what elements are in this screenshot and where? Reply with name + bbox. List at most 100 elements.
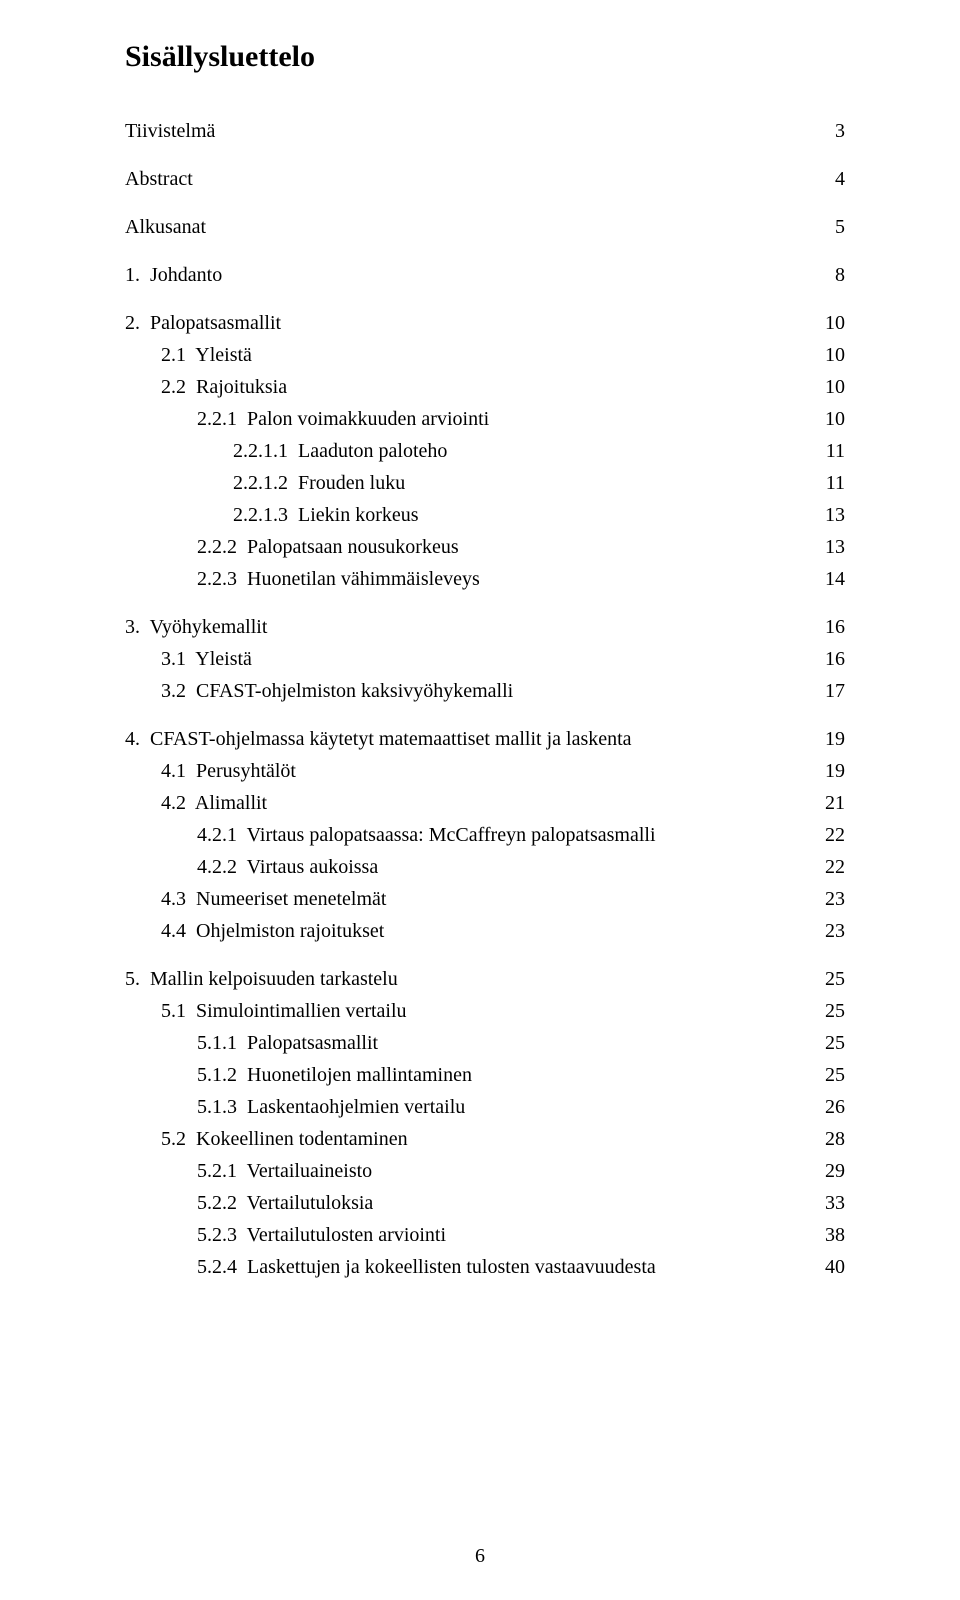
toc-entry: 4.2.1 Virtaus palopatsaassa: McCaffreyn … <box>125 820 845 850</box>
toc-entry: 2.2.2 Palopatsaan nousukorkeus 13 <box>125 532 845 562</box>
toc-entry: 5.2.1 Vertailuaineisto 29 <box>125 1156 845 1186</box>
toc-entry-page: 19 <box>813 724 845 754</box>
toc-entry: Alkusanat 5 <box>125 212 845 242</box>
toc-entry: 2.2.1.2 Frouden luku 11 <box>125 468 845 498</box>
toc-entry-label: 4.4 Ohjelmiston rajoitukset <box>161 916 384 946</box>
toc-entry: 2.1 Yleistä 10 <box>125 340 845 370</box>
toc-entry: 2.2.3 Huonetilan vähimmäisleveys 14 <box>125 564 845 594</box>
toc-entry-label: 2.2.1.3 Liekin korkeus <box>233 500 419 530</box>
toc-entry-page: 10 <box>813 372 845 402</box>
toc-entry-page: 14 <box>813 564 845 594</box>
toc-entry: 4. CFAST-ohjelmassa käytetyt matemaattis… <box>125 724 845 754</box>
toc-entry-page: 23 <box>813 916 845 946</box>
toc-entry: 5.1 Simulointimallien vertailu 25 <box>125 996 845 1026</box>
toc-entry-page: 10 <box>813 340 845 370</box>
toc-entry: 3.2 CFAST-ohjelmiston kaksivyöhykemalli 1… <box>125 676 845 706</box>
toc-entry-page: 38 <box>813 1220 845 1250</box>
toc-entry-page: 5 <box>823 212 845 242</box>
toc-entry-label: 5.2.4 Laskettujen ja kokeellisten tulost… <box>197 1252 656 1282</box>
toc-entry: 2. Palopatsasmallit 10 <box>125 308 845 338</box>
toc-entry-label: 4.2 Alimallit <box>161 788 267 818</box>
toc-entry: 5.1.3 Laskentaohjelmien vertailu 26 <box>125 1092 845 1122</box>
toc-entry-label: 3.1 Yleistä <box>161 644 252 674</box>
toc-entry: 5.1.1 Palopatsasmallit 25 <box>125 1028 845 1058</box>
toc-entry-label: 4.3 Numeeriset menetelmät <box>161 884 386 914</box>
toc-entry-label: 5.2.1 Vertailuaineisto <box>197 1156 372 1186</box>
toc-entry-page: 17 <box>813 676 845 706</box>
toc-entry: 4.4 Ohjelmiston rajoitukset 23 <box>125 916 845 946</box>
toc-entry-label: 4.2.2 Virtaus aukoissa <box>197 852 378 882</box>
toc-entry-page: 23 <box>813 884 845 914</box>
toc-entry-label: 2.1 Yleistä <box>161 340 252 370</box>
toc-entry: 4.2.2 Virtaus aukoissa 22 <box>125 852 845 882</box>
toc-entry-label: 2.2.1 Palon voimakkuuden arviointi <box>197 404 489 434</box>
toc-entry-label: 5.2.3 Vertailutulosten arviointi <box>197 1220 446 1250</box>
toc-entry-page: 33 <box>813 1188 845 1218</box>
toc-entry-page: 11 <box>814 468 845 498</box>
toc-entry: 2.2.1 Palon voimakkuuden arviointi 10 <box>125 404 845 434</box>
toc-entry-label: 5.2.2 Vertailutuloksia <box>197 1188 373 1218</box>
toc-entry-page: 19 <box>813 756 845 786</box>
toc-entry-page: 40 <box>813 1252 845 1282</box>
toc-entry-page: 10 <box>813 308 845 338</box>
toc-entry: 5.1.2 Huonetilojen mallintaminen 25 <box>125 1060 845 1090</box>
page-number: 6 <box>0 1545 960 1568</box>
toc-entry: 1. Johdanto 8 <box>125 260 845 290</box>
toc-entry-label: Alkusanat <box>125 212 206 242</box>
toc-entry-page: 25 <box>813 996 845 1026</box>
toc-entry-page: 13 <box>813 500 845 530</box>
toc-entry-page: 16 <box>813 612 845 642</box>
toc-entry: 2.2.1.1 Laaduton paloteho 11 <box>125 436 845 466</box>
toc-entry: 5.2.2 Vertailutuloksia 33 <box>125 1188 845 1218</box>
toc-entry-page: 11 <box>814 436 845 466</box>
toc-entry-label: 5.1 Simulointimallien vertailu <box>161 996 407 1026</box>
toc-entry-label: 2.2.1.1 Laaduton paloteho <box>233 436 447 466</box>
toc-entry-label: 5.1.2 Huonetilojen mallintaminen <box>197 1060 472 1090</box>
toc-entry-label: 5.1.3 Laskentaohjelmien vertailu <box>197 1092 465 1122</box>
toc-entry-label: 1. Johdanto <box>125 260 222 290</box>
toc-entry-page: 22 <box>813 852 845 882</box>
toc-entry-label: 2.2.1.2 Frouden luku <box>233 468 405 498</box>
toc-entry-page: 26 <box>813 1092 845 1122</box>
toc-entry-label: Tiivistelmä <box>125 116 215 146</box>
toc-entry-label: 3. Vyöhykemallit <box>125 612 267 642</box>
toc-entry: 5.2.4 Laskettujen ja kokeellisten tulost… <box>125 1252 845 1282</box>
toc-entry-page: 3 <box>823 116 845 146</box>
toc-entry: 3. Vyöhykemallit 16 <box>125 612 845 642</box>
toc-entry-page: 21 <box>813 788 845 818</box>
toc-entry-label: 4.1 Perusyhtälöt <box>161 756 296 786</box>
toc-entry-page: 16 <box>813 644 845 674</box>
toc-entry: 5. Mallin kelpoisuuden tarkastelu 25 <box>125 964 845 994</box>
toc-entry-page: 4 <box>823 164 845 194</box>
toc-entry-page: 25 <box>813 1028 845 1058</box>
toc-entry-page: 22 <box>813 820 845 850</box>
toc-entry-label: 2.2.2 Palopatsaan nousukorkeus <box>197 532 459 562</box>
toc-entry-label: 2. Palopatsasmallit <box>125 308 281 338</box>
toc-entry-label: Abstract <box>125 164 193 194</box>
toc-entry-page: 29 <box>813 1156 845 1186</box>
toc-entry-label: 5.2 Kokeellinen todentaminen <box>161 1124 408 1154</box>
toc-entry-page: 10 <box>813 404 845 434</box>
toc-entry: 2.2 Rajoituksia 10 <box>125 372 845 402</box>
toc-entry: Abstract 4 <box>125 164 845 194</box>
toc-entry-label: 5.1.1 Palopatsasmallit <box>197 1028 378 1058</box>
toc-entry-label: 4.2.1 Virtaus palopatsaassa: McCaffreyn … <box>197 820 656 850</box>
toc-entry: 2.2.1.3 Liekin korkeus 13 <box>125 500 845 530</box>
toc-entry-page: 13 <box>813 532 845 562</box>
toc-entry: Tiivistelmä 3 <box>125 116 845 146</box>
toc-entry-label: 2.2 Rajoituksia <box>161 372 287 402</box>
toc-entry-label: 3.2 CFAST-ohjelmiston kaksivyöhykemalli <box>161 676 513 706</box>
toc-entry-page: 28 <box>813 1124 845 1154</box>
toc-entry: 3.1 Yleistä 16 <box>125 644 845 674</box>
toc-entry-page: 8 <box>823 260 845 290</box>
toc-entry: 5.2 Kokeellinen todentaminen 28 <box>125 1124 845 1154</box>
toc-entry-label: 4. CFAST-ohjelmassa käytetyt matemaattis… <box>125 724 632 754</box>
toc-entry-page: 25 <box>813 1060 845 1090</box>
toc-entry: 4.1 Perusyhtälöt 19 <box>125 756 845 786</box>
toc-entry-page: 25 <box>813 964 845 994</box>
toc-entry: 4.3 Numeeriset menetelmät 23 <box>125 884 845 914</box>
toc-entry-label: 5. Mallin kelpoisuuden tarkastelu <box>125 964 398 994</box>
toc-list: Tiivistelmä 3 Abstract 4 Alkusanat 5 1. Johdan… <box>125 116 845 1282</box>
toc-entry-label: 2.2.3 Huonetilan vähimmäisleveys <box>197 564 480 594</box>
toc-entry: 4.2 Alimallit 21 <box>125 788 845 818</box>
